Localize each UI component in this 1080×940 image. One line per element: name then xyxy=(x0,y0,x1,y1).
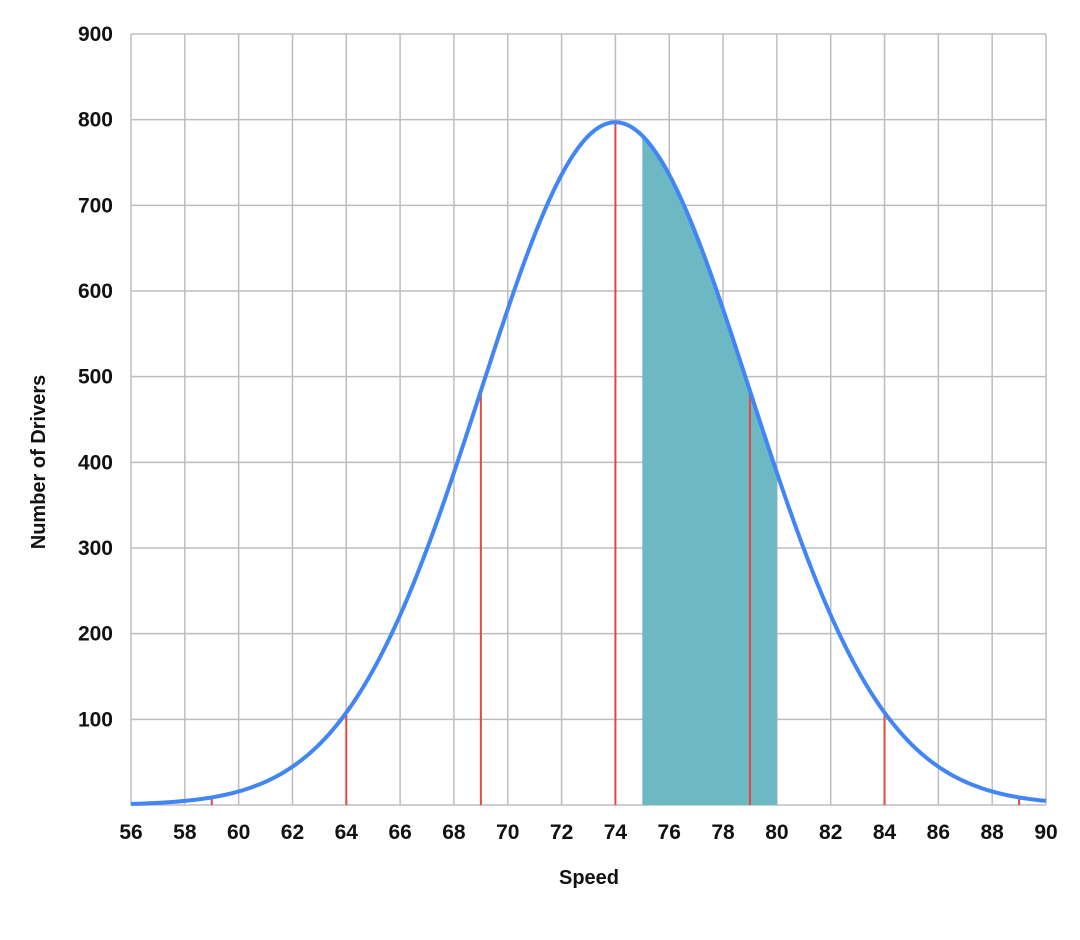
y-tick-labels: 100 200 300 400 500 600 700 800 900 xyxy=(78,23,113,731)
shaded-region-group xyxy=(642,135,777,805)
x-tick-label: 76 xyxy=(658,821,681,844)
x-tick-label: 86 xyxy=(927,821,950,844)
marker-lines xyxy=(210,122,1021,805)
x-tick-label: 80 xyxy=(765,821,788,844)
x-tick-label: 90 xyxy=(1034,821,1057,844)
x-tick-label: 74 xyxy=(604,821,628,844)
x-tick-label: 68 xyxy=(442,821,466,844)
x-tick-label: 62 xyxy=(281,821,304,844)
y-axis-label: Number of Drivers xyxy=(28,375,50,550)
y-tick-label: 300 xyxy=(78,537,113,560)
x-tick-label: 66 xyxy=(388,821,411,844)
x-tick-labels: 56 58 60 62 64 66 68 70 72 74 76 78 80 82 84 86 88 90 xyxy=(119,821,1057,844)
y-tick-label: 400 xyxy=(78,451,113,474)
x-tick-label: 70 xyxy=(496,821,519,844)
x-tick-label: 60 xyxy=(227,821,250,844)
y-tick-label: 600 xyxy=(78,280,113,303)
y-tick-label: 700 xyxy=(78,194,113,217)
y-tick-label: 200 xyxy=(78,623,113,646)
x-tick-label: 72 xyxy=(550,821,573,844)
x-tick-label: 56 xyxy=(119,821,142,844)
curve-group xyxy=(130,120,1047,806)
x-tick-label: 64 xyxy=(335,821,359,844)
x-tick-label: 58 xyxy=(173,821,197,844)
grid xyxy=(130,33,1047,806)
shaded-area xyxy=(642,135,777,805)
y-tick-label: 900 xyxy=(78,23,113,46)
y-tick-label: 800 xyxy=(78,109,113,132)
x-tick-label: 82 xyxy=(819,821,842,844)
x-axis-label: Speed xyxy=(559,867,619,889)
x-tick-label: 88 xyxy=(980,821,1004,844)
x-tick-label: 78 xyxy=(711,821,735,844)
x-tick-label: 84 xyxy=(873,821,897,844)
distribution-curve xyxy=(130,120,1047,806)
y-tick-label: 100 xyxy=(78,708,113,731)
y-tick-label: 500 xyxy=(78,366,113,389)
